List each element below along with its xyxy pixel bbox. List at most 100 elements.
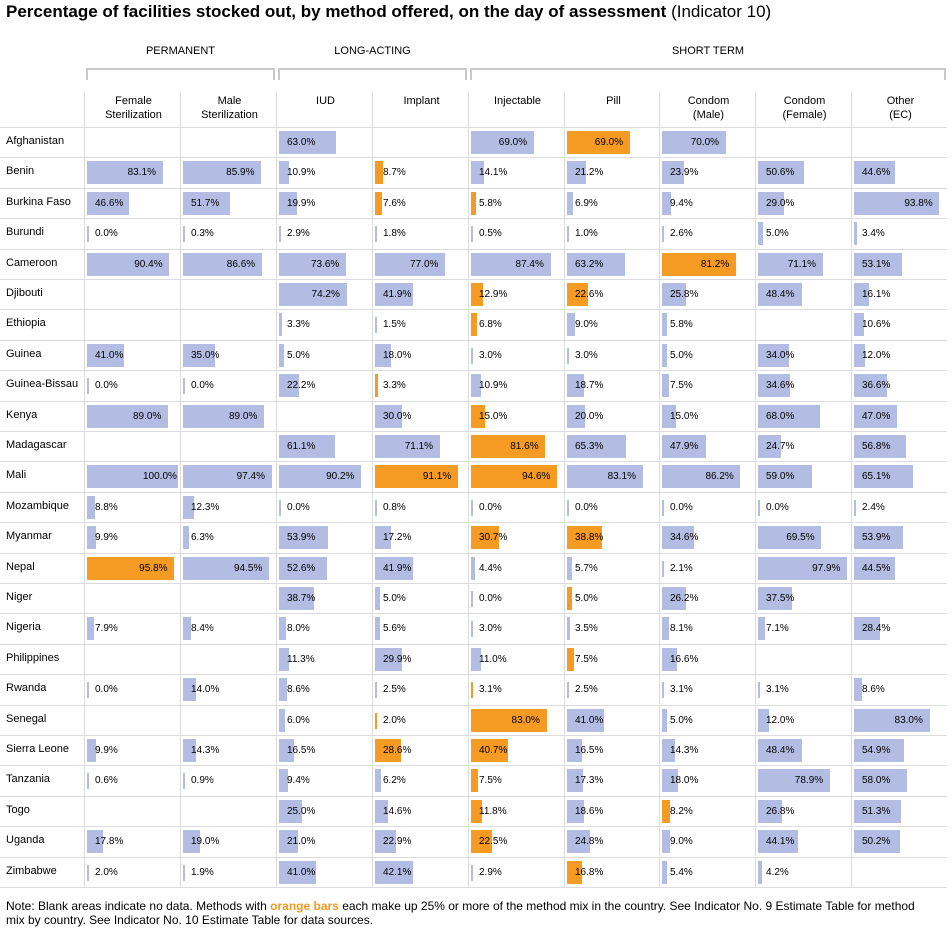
footnote: Note: Blank areas indicate no data. Meth… [6,899,936,927]
value-label: 5.4% [670,867,693,878]
value-label: 0.0% [191,380,214,391]
bar [567,192,574,215]
value-label: 5.0% [766,228,789,239]
grid-hline [0,735,947,736]
value-label: 16.8% [575,867,604,878]
value-label: 2.0% [95,867,118,878]
value-label: 69.0% [594,137,624,148]
bar-tick [662,226,664,242]
bar [87,253,170,276]
value-label: 23.9% [670,167,699,178]
grid-hline [0,583,947,584]
bar-tick [183,865,185,881]
bar [279,709,285,732]
bar [183,405,264,428]
value-label: 81.2% [700,259,730,270]
bar [662,769,679,792]
column-header-line: (Female) [782,109,827,121]
value-label: 28.6% [383,745,412,756]
value-label: 61.1% [287,441,316,452]
value-label: 26.2% [670,593,699,604]
value-label: 9.0% [575,319,598,330]
bar-tick [662,500,664,516]
grid-hline [0,401,947,402]
footnote-after: each make up 25% or more of the method m… [6,899,915,927]
bar [662,344,667,367]
bar [279,800,302,823]
bar [471,526,499,549]
bar [471,313,478,336]
bar [183,192,230,215]
country-label: Togo [6,804,30,816]
bar [279,283,347,306]
bar [87,405,168,428]
value-label: 34.6% [670,532,699,543]
value-label: 6.8% [479,319,502,330]
bar [183,526,189,549]
bar [662,374,669,397]
bar [375,405,403,428]
column-header-line: (EC) [889,109,912,121]
bar [758,709,769,732]
country-label: Myanmar [6,530,52,542]
value-label: 8.0% [287,623,310,634]
bar [854,830,900,853]
value-label: 91.1% [422,471,452,482]
chart-title: Percentage of facilities stocked out, by… [6,2,771,22]
bar [567,557,573,580]
column-header-line: Condom [783,95,826,107]
grid-hline [0,826,947,827]
value-label: 30.0% [383,411,412,422]
value-label: 9.4% [287,775,310,786]
bar [662,253,736,276]
bar-tick [471,682,473,698]
grid-hline [0,674,947,675]
value-label: 19.9% [287,198,316,209]
value-label: 30.7% [479,532,508,543]
grid-hline [0,765,947,766]
bar [854,161,895,184]
bar [758,222,763,245]
bar [758,587,793,610]
grid-hline [0,218,947,219]
country-label: Afghanistan [6,135,65,147]
value-label: 5.6% [383,623,406,634]
column-header-line: Other [886,95,915,107]
value-label: 7.9% [95,623,118,634]
value-label: 8.1% [670,623,693,634]
column-header-line: Sterilization [105,109,162,121]
country-label: Niger [6,591,33,603]
grid-hline [0,796,947,797]
column-header-line: Injectable [493,95,542,107]
value-label: 35.0% [191,350,220,361]
value-label: 21.0% [287,836,316,847]
value-label: 0.0% [670,502,693,513]
value-label: 69.0% [498,137,528,148]
value-label: 1.9% [191,867,214,878]
value-label: 29.0% [766,198,795,209]
bar [662,526,694,549]
value-label: 5.8% [670,319,693,330]
bar-tick [183,773,185,789]
bar [183,617,191,640]
grid-hline [0,431,947,432]
bar [471,192,477,215]
value-label: 2.6% [670,228,693,239]
bar [375,557,414,580]
value-label: 18.0% [383,350,412,361]
column-header: Condom (Female) [758,94,851,122]
value-label: 22.2% [287,380,316,391]
column-header-line: IUD [316,95,335,107]
value-label: 65.1% [862,471,891,482]
value-label: 15.0% [670,411,699,422]
country-label: Burkina Faso [6,196,71,208]
value-label: 7.5% [670,380,693,391]
bar [662,465,741,488]
group-bracket [470,68,946,80]
bar-tick [279,500,281,516]
bar-tick [662,682,664,698]
bar-tick [375,500,377,516]
value-label: 3.1% [766,684,789,695]
bar-tick [375,713,377,729]
bar [567,374,584,397]
